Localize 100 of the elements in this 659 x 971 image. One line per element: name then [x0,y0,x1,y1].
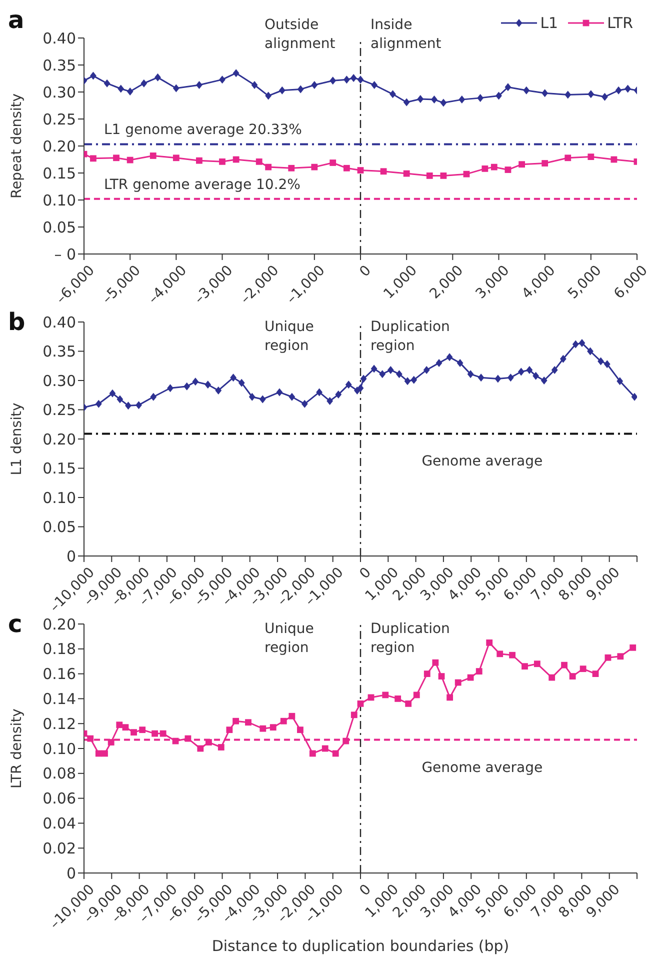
point [350,74,357,82]
point [494,374,502,383]
y-tick-label: 0.10 [42,191,76,210]
point [467,370,474,378]
point [197,745,204,752]
point [108,739,114,746]
point [326,396,334,405]
point [405,700,412,707]
point [523,86,530,94]
y-tick-label: 0.30 [42,83,76,102]
point [230,374,237,382]
point [297,85,304,94]
point [403,170,410,177]
point [256,158,262,165]
point [548,674,556,681]
point [150,152,156,159]
point [345,380,352,389]
y-tick-label: 0.15 [42,460,76,478]
y-tick-label: 0.20 [42,137,76,156]
point [265,164,272,170]
point [335,390,342,399]
point [343,76,350,84]
point [342,738,350,744]
point [394,696,402,702]
point [379,370,386,378]
point [569,673,576,680]
point [248,392,256,401]
point [604,654,612,661]
y-tick-label: 0.20 [42,615,76,634]
point [532,372,539,380]
point [87,735,94,742]
point [587,347,594,356]
point [540,376,548,384]
point [490,164,498,170]
point [617,653,624,660]
point [446,353,453,362]
y-tick-label: 0.08 [42,764,76,783]
annotation: Duplication region [370,620,451,658]
point [154,73,161,82]
point [152,730,158,737]
y-tick-label: 0.20 [42,430,76,448]
point [371,80,378,89]
point [630,644,636,651]
point [522,663,528,670]
point [196,157,202,164]
point [109,389,116,398]
point [90,155,96,162]
point [139,726,146,734]
point [564,154,572,162]
point [218,744,224,750]
point [196,80,202,89]
point [413,692,420,698]
point [496,92,502,100]
point [265,92,272,100]
point [288,392,296,401]
annotation: Outside alignment [264,16,336,54]
point [509,652,516,658]
point [417,95,424,104]
y-tick-label: 0.30 [42,372,76,390]
point [219,76,226,84]
y-tick-label: 0 [66,864,76,882]
point [560,354,566,363]
point [192,378,199,386]
point [478,374,484,382]
point [504,166,512,173]
ref-line-label: Genome average [422,454,543,470]
point [122,724,129,731]
annotation: Unique region [264,620,315,658]
y-tick-label: 0.05 [42,518,76,536]
point [309,750,316,757]
point [219,158,226,165]
point [288,164,295,172]
point [126,87,134,96]
point [215,386,222,394]
point [330,160,336,166]
legend-label: L1 [540,14,558,32]
point [561,662,568,668]
point [184,382,190,390]
point [440,98,447,107]
point [423,366,430,374]
y-tick-label: 0.10 [42,740,76,758]
y-tick-label: 0.25 [42,110,76,128]
point [238,378,245,387]
point [410,376,418,384]
point [206,739,212,746]
point [518,368,524,376]
point [232,69,240,78]
point [578,339,586,348]
point [322,745,328,752]
point [436,358,442,367]
y-tick-label: 0.35 [42,56,76,74]
annotation: Unique region [264,318,315,356]
annotation: Inside alignment [370,16,442,54]
y-tick-label: 0.25 [42,401,76,420]
point [615,86,622,94]
point [496,650,504,658]
annotation: Duplication region [370,318,451,356]
point [438,673,445,680]
point [311,164,318,170]
point [380,168,387,175]
